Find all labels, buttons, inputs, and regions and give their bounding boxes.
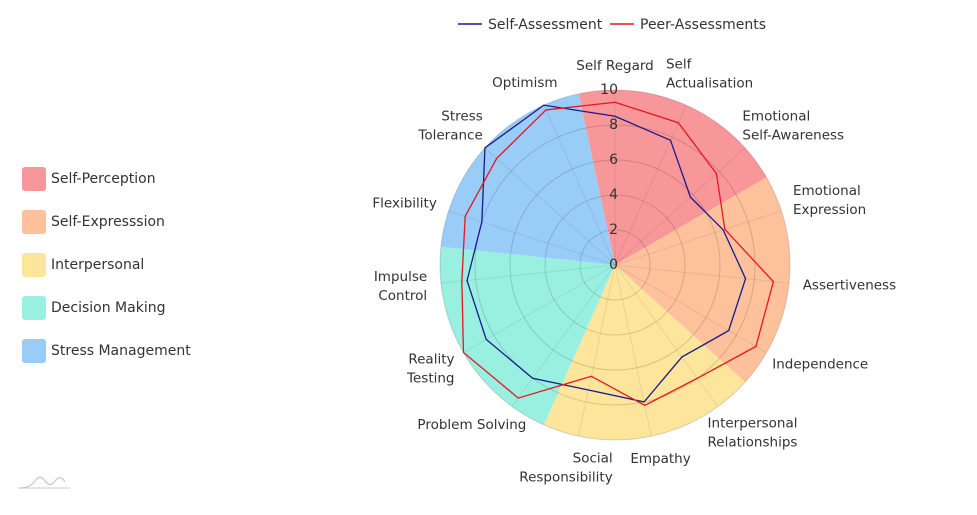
spoke bbox=[440, 264, 616, 284]
legend-label: Self-Assessment bbox=[488, 17, 603, 33]
axis-label: Stress Tolerance bbox=[418, 107, 483, 143]
r-tick-label: 4 bbox=[609, 187, 618, 203]
group-sector bbox=[543, 265, 746, 440]
spoke bbox=[614, 264, 767, 353]
legend-item: Stress Management bbox=[22, 339, 191, 363]
legend-label: Self-Expresssion bbox=[51, 214, 165, 230]
legend-swatch bbox=[22, 210, 46, 234]
grid-circle bbox=[509, 159, 721, 371]
axis-label: Assertiveness bbox=[802, 277, 897, 294]
axis-label: Optimism bbox=[492, 75, 558, 92]
r-tick-label: 6 bbox=[609, 152, 618, 168]
axis-label: Reality Testing bbox=[407, 351, 455, 386]
grid-circle bbox=[474, 124, 756, 406]
spoke bbox=[511, 264, 616, 407]
r-tick-label: 2 bbox=[609, 222, 618, 238]
axis-label: Emotional Self-Awareness bbox=[742, 107, 845, 143]
axis-label: Flexibility bbox=[372, 195, 437, 212]
logo bbox=[19, 477, 66, 489]
axis-label: Self Actualisation bbox=[665, 56, 754, 92]
axis-label: Independence bbox=[772, 355, 869, 372]
legend-item: Interpersonal bbox=[22, 253, 144, 277]
legend-label: Interpersonal bbox=[51, 257, 145, 273]
axis-label: Self Regard bbox=[576, 58, 654, 74]
series-line bbox=[466, 104, 747, 403]
legend-swatch bbox=[22, 339, 46, 363]
legend-item: Self-Perception bbox=[22, 167, 156, 191]
spoke bbox=[543, 104, 616, 266]
spoke bbox=[614, 264, 652, 437]
legend-label: Peer-Assessments bbox=[640, 17, 766, 33]
legend-label: Stress Management bbox=[51, 343, 191, 359]
spoke bbox=[463, 264, 616, 353]
spoke bbox=[578, 264, 616, 437]
group-sector bbox=[615, 177, 790, 383]
legend-label: Decision Making bbox=[51, 300, 166, 316]
legend-item: Self-Expresssion bbox=[22, 210, 165, 234]
legend-swatch bbox=[22, 253, 46, 277]
legend-item: Decision Making bbox=[22, 296, 165, 320]
grid-circle bbox=[544, 194, 686, 336]
axis-label: Problem Solving bbox=[417, 417, 527, 434]
axis-label: Social Responsibility bbox=[519, 450, 613, 486]
axis-label: Emotional Expression bbox=[792, 182, 867, 218]
legend-swatch bbox=[22, 296, 46, 320]
spoke bbox=[614, 104, 687, 266]
axis-label: Interpersonal Relationships bbox=[707, 415, 798, 451]
grid-circle bbox=[439, 89, 791, 441]
group-sector bbox=[440, 246, 615, 425]
r-tick-label: 10 bbox=[600, 82, 618, 98]
spoke bbox=[484, 147, 616, 266]
axis-label: Impulse Control bbox=[373, 268, 428, 304]
r-tick-label: 0 bbox=[609, 257, 618, 273]
spoke bbox=[614, 264, 790, 284]
group-sector bbox=[440, 93, 615, 265]
grid-circle bbox=[579, 229, 651, 301]
spoke bbox=[614, 210, 782, 266]
spoke bbox=[614, 147, 746, 266]
spoke bbox=[448, 210, 616, 266]
legend-swatch bbox=[22, 167, 46, 191]
axis-label: Empathy bbox=[630, 450, 691, 467]
spoke bbox=[614, 264, 719, 407]
legend-label: Self-Perception bbox=[51, 171, 156, 187]
r-tick-label: 8 bbox=[609, 117, 618, 133]
series-line bbox=[461, 101, 775, 407]
group-sector bbox=[578, 90, 767, 266]
